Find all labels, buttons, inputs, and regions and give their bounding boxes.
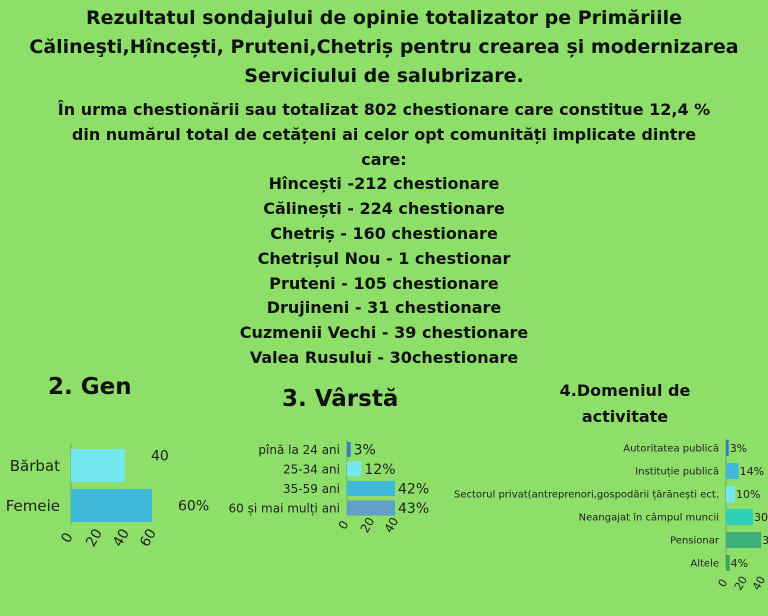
activity-chart-title: 4.Domeniul de activitate <box>559 381 691 426</box>
activity-x-tick-label: 20 <box>732 574 750 593</box>
age-category-label: 25-34 ani <box>283 462 340 476</box>
activity-category-label: Altele <box>690 559 719 570</box>
age-bar <box>347 481 395 496</box>
title-line: Călineşti,Hîncești, Pruteni,Chetriș pent… <box>29 36 739 58</box>
gender-bar <box>71 489 152 522</box>
gender-category-label: Femeie <box>6 497 60 515</box>
gender-x-tick-label: 60 <box>137 526 160 549</box>
age-value-label: 43% <box>398 501 429 517</box>
age-category-label: 35-59 ani <box>283 482 340 496</box>
activity-bar <box>726 463 739 479</box>
age-category-label: pînă la 24 ani <box>258 443 340 457</box>
activity-value-label: 10% <box>736 488 760 501</box>
activity-category-label: Instituție publică <box>635 467 719 478</box>
summary-line: din numărul total de cetățeni ai celor o… <box>71 124 697 144</box>
activity-value-label: 4% <box>731 557 748 570</box>
activity-category-label: Autoritatea publică <box>623 444 719 455</box>
gender-x-tick-label: 40 <box>110 526 133 549</box>
activity-x-tick-label: 40 <box>750 574 768 593</box>
activity-category-label: Sectorul privat(antreprenori,gospodării … <box>454 490 719 501</box>
gender-category-label: Bărbat <box>10 457 60 475</box>
gender-value-label: 40 <box>151 449 169 465</box>
activity-category-label: Neangajat în câmpul muncii <box>579 512 719 524</box>
gender-value-label: 60% <box>178 499 209 515</box>
title-line: Serviciului de salubrizare. <box>244 65 524 87</box>
age-x-tick-label: 20 <box>358 515 378 535</box>
age-value-label: 12% <box>364 462 395 478</box>
activity-category-label: Pensionar <box>670 536 720 547</box>
summary-line: Chetrișul Nou - 1 chestionar <box>257 248 511 268</box>
summary-line: Călinești - 224 chestionare <box>263 199 505 219</box>
summary-line: În urma chestionării sau totalizat 802 c… <box>57 100 711 119</box>
activity-bar <box>726 532 762 548</box>
survey-summary: În urma chestionării sau totalizat 802 c… <box>0 98 768 371</box>
summary-line: Hîncești -212 chestionare <box>268 174 500 194</box>
activity-bar <box>726 509 753 525</box>
age-value-label: 42% <box>398 482 429 498</box>
summary-line: Chetriș - 160 chestionare <box>270 223 498 243</box>
activity-value-label: 30% <box>754 511 768 524</box>
age-x-tick-label: 40 <box>382 515 402 535</box>
summary-line: Drujineni - 31 chestionare <box>266 298 502 318</box>
age-value-label: 3% <box>354 443 376 459</box>
activity-x-tick-label: 0 <box>716 577 731 590</box>
age-bar <box>347 461 362 477</box>
summary-line: Pruteni - 105 chestionare <box>269 273 499 293</box>
activity-bar <box>726 555 730 571</box>
age-bar <box>347 442 351 457</box>
activity-bar <box>726 486 735 502</box>
summary-line: Valea Rusului - 30chestionare <box>249 347 519 367</box>
age-bar <box>347 500 395 516</box>
activity-bar <box>726 440 729 456</box>
gender-x-tick-label: 20 <box>83 526 106 549</box>
title-line: Rezultatul sondajului de opinie totaliza… <box>86 7 682 29</box>
activity-value-label: 14% <box>740 465 764 478</box>
age-chart-title: 3. Vârstă <box>282 386 399 412</box>
report-title: Rezultatul sondajului de opinie totaliza… <box>0 4 768 91</box>
summary-line: care: <box>361 149 407 169</box>
activity-value-label: 39% <box>762 534 768 547</box>
gender-chart-title: 2. Gen <box>48 374 132 400</box>
age-category-label: 60 și mai mulți ani <box>229 501 340 515</box>
activity-value-label: 3% <box>730 442 747 455</box>
summary-line: Cuzmenii Vechi - 39 chestionare <box>239 323 529 343</box>
gender-bar <box>71 449 125 482</box>
